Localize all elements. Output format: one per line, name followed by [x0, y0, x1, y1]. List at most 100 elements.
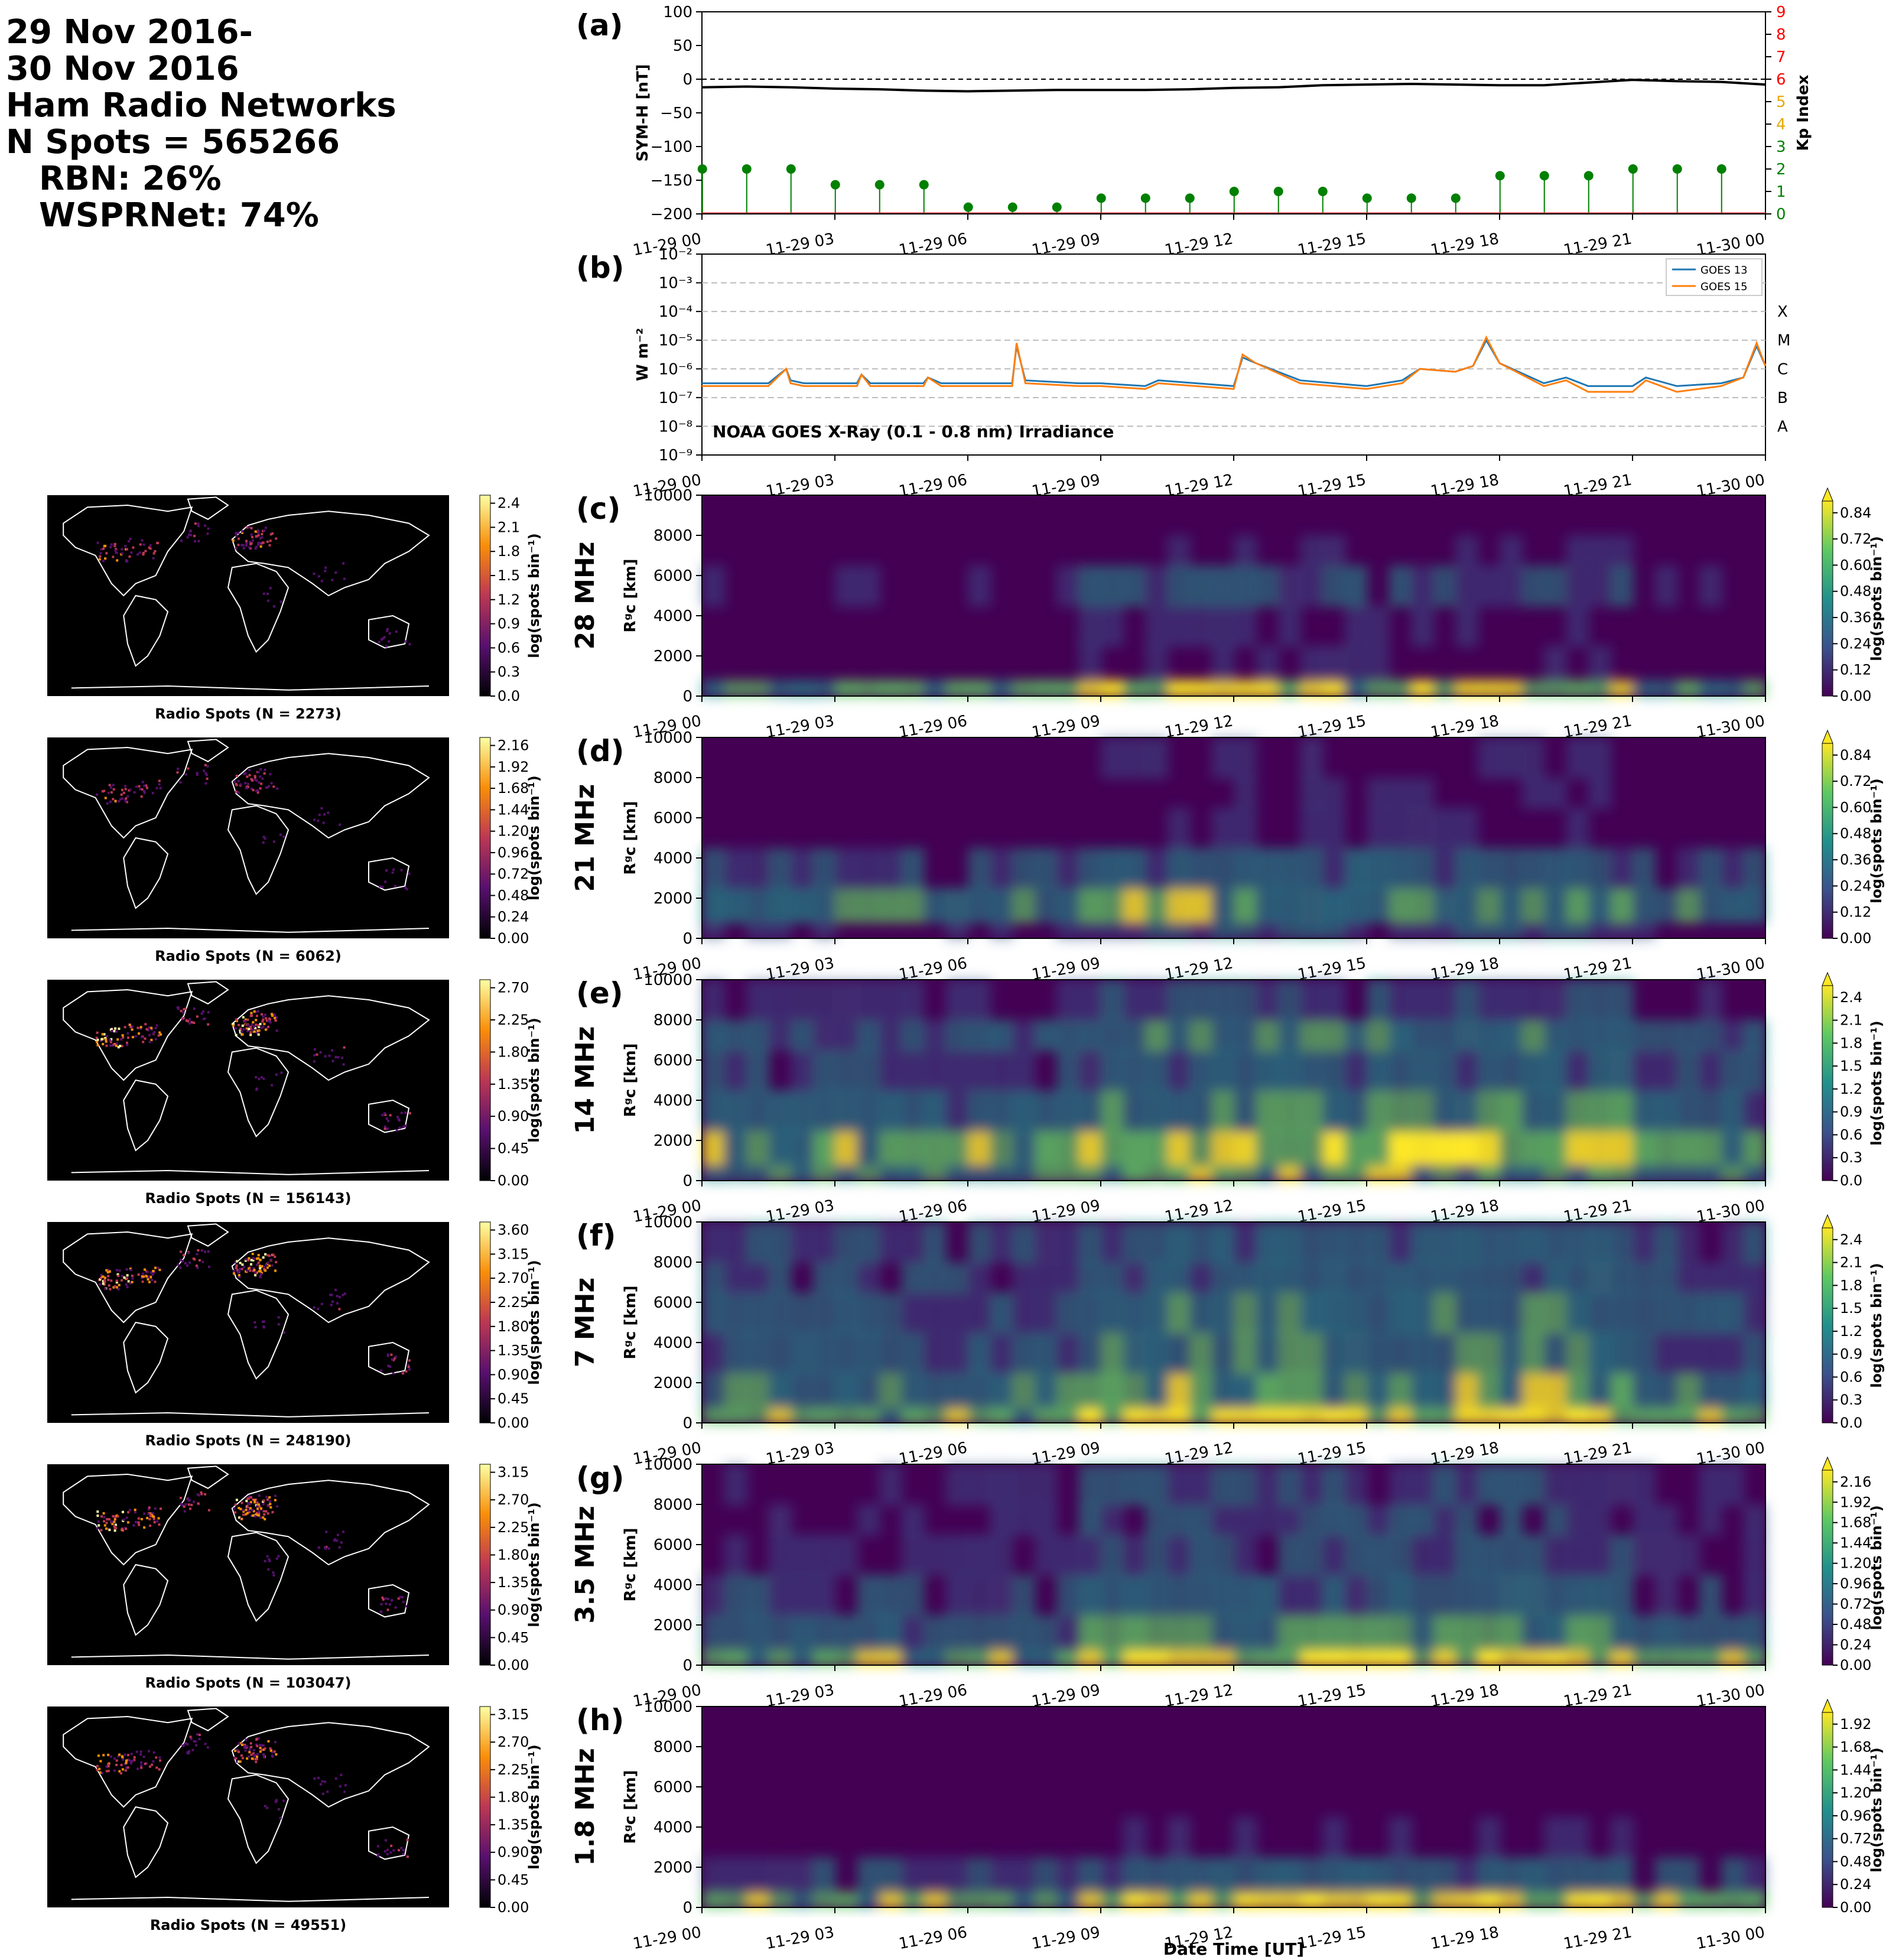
rgc-cell	[1455, 1504, 1479, 1536]
rgc-cell	[1078, 848, 1102, 889]
spot-pixel	[238, 1276, 241, 1279]
spot-pixel	[258, 781, 261, 784]
rgc-cell	[1389, 1649, 1412, 1666]
rgc-cell	[1654, 1891, 1678, 1909]
rgc-cell	[1344, 1406, 1368, 1424]
rgc-cell	[968, 680, 991, 697]
rgc-cell	[724, 1090, 747, 1132]
colorbar-tick-label: 0.9	[1840, 1346, 1862, 1363]
spot-pixel	[383, 636, 386, 639]
rgc-cell	[1234, 1050, 1257, 1091]
rgc-cell	[1566, 737, 1589, 779]
spot-pixel	[274, 1499, 277, 1501]
spot-pixel	[334, 571, 337, 574]
spot-pixel	[258, 1512, 261, 1514]
rgc-axis-tick-label: 10000	[643, 729, 692, 747]
rgc-cell	[1544, 1575, 1568, 1616]
rgc-cell	[1078, 922, 1102, 940]
rgc-cell	[1078, 1406, 1102, 1424]
spot-pixel	[263, 1022, 266, 1025]
rgc-cell	[1433, 1222, 1456, 1263]
rgc-cell	[746, 1615, 770, 1650]
colorbar-tick-label: 0.72	[1840, 1596, 1871, 1613]
map-caption: Radio Spots (N = 103047)	[145, 1675, 351, 1691]
colorbar-tick-label: 0.96	[1840, 1575, 1871, 1592]
rgc-cell	[1189, 1090, 1213, 1132]
spot-pixel	[318, 814, 321, 816]
rgc-cell	[1633, 1649, 1656, 1666]
coastline	[71, 1169, 430, 1175]
spot-pixel	[253, 1501, 256, 1504]
rgc-cell	[1278, 1464, 1302, 1506]
rgc-cell	[724, 1464, 747, 1506]
rgc-cell	[1189, 1406, 1213, 1424]
rgc-cell	[1300, 680, 1324, 697]
rgc-cell	[1278, 1649, 1302, 1666]
spot-pixel	[253, 1026, 256, 1029]
rgc-cell	[1677, 1292, 1700, 1334]
rgc-cell	[1101, 980, 1124, 1021]
colorbar-tick-label: 1.44	[1840, 1761, 1871, 1778]
spot-pixel	[143, 784, 146, 787]
rgc-cell	[1123, 888, 1146, 924]
spot-pixel	[243, 772, 246, 775]
rgc-cell	[746, 1292, 770, 1334]
rgc-cell	[768, 1575, 792, 1616]
colorbar-bar	[479, 1221, 491, 1423]
rgc-cell	[1633, 1292, 1656, 1334]
spot-pixel	[149, 1275, 152, 1278]
rgc-cell	[1167, 1615, 1191, 1650]
rgc-cell	[1211, 1615, 1235, 1650]
rgc-cell	[1056, 1222, 1080, 1263]
spot-pixel	[126, 1766, 129, 1769]
rgc-cell	[1278, 1373, 1302, 1408]
spot-pixel	[190, 1020, 193, 1023]
spot-pixel	[204, 763, 207, 766]
rgc-cell	[1455, 1050, 1479, 1091]
rgc-cell	[1211, 1891, 1235, 1909]
colorbar-title: log(spots bin⁻¹)	[1868, 536, 1885, 661]
rgc-cell	[1322, 1222, 1346, 1263]
spot-pixel	[140, 1766, 143, 1769]
spot-pixel	[381, 1114, 384, 1117]
rgc-cell	[990, 1020, 1013, 1051]
spot-pixel	[326, 1790, 329, 1793]
rgc-cell	[1078, 1050, 1102, 1091]
goes-axis-tick-label: 10⁻⁶	[659, 360, 692, 378]
rgc-cell	[1234, 778, 1257, 809]
spot-pixel	[119, 1772, 122, 1774]
colorbar-extend-arrow	[1822, 729, 1833, 744]
rgc-cell	[1521, 1615, 1545, 1650]
rgc-cell	[1145, 606, 1169, 647]
spot-pixel	[402, 1852, 405, 1855]
spot-pixel	[184, 1503, 187, 1506]
rgc-cell	[924, 1130, 947, 1166]
colorbar-tick-label: 0.72	[1840, 773, 1871, 789]
spot-pixel	[235, 1267, 238, 1269]
rgc-cell	[1234, 1891, 1257, 1909]
spot-pixel	[248, 1503, 251, 1506]
rgc-cell	[1189, 1292, 1213, 1334]
rgc-cell	[746, 1406, 770, 1424]
rgc-cell	[1234, 1535, 1257, 1576]
spot-pixel	[340, 1541, 343, 1544]
spot-pixel	[103, 1283, 106, 1286]
rgc-cell	[1521, 1130, 1545, 1166]
rgc-cell	[1256, 1020, 1279, 1051]
rgc-cell	[1389, 980, 1412, 1021]
rgc-cell	[1721, 888, 1745, 924]
spot-pixel	[206, 532, 209, 535]
coastline	[187, 496, 229, 520]
spot-pixel	[107, 1527, 110, 1530]
colorbar-tick-label: 0.00	[1840, 1899, 1871, 1916]
spot-pixel	[102, 1754, 105, 1757]
spot-pixel	[264, 1560, 266, 1563]
rgc-cell	[1610, 888, 1634, 924]
spot-pixel	[261, 1265, 264, 1267]
spot-pixel	[261, 777, 264, 780]
spot-pixel	[256, 1753, 259, 1756]
spot-pixel	[264, 1805, 266, 1808]
rgc-cell	[1654, 1050, 1678, 1091]
rgc-cell	[1566, 888, 1589, 924]
rgc-cell	[1167, 1575, 1191, 1616]
